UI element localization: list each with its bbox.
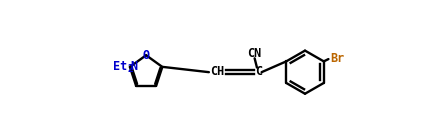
Text: CH: CH — [210, 65, 224, 78]
Text: Br: Br — [330, 52, 344, 65]
Text: C: C — [255, 65, 262, 78]
Text: 2: 2 — [127, 64, 133, 74]
Text: N: N — [130, 60, 137, 73]
Text: CN: CN — [247, 47, 262, 60]
Text: O: O — [142, 49, 150, 62]
Text: Et: Et — [113, 60, 127, 73]
